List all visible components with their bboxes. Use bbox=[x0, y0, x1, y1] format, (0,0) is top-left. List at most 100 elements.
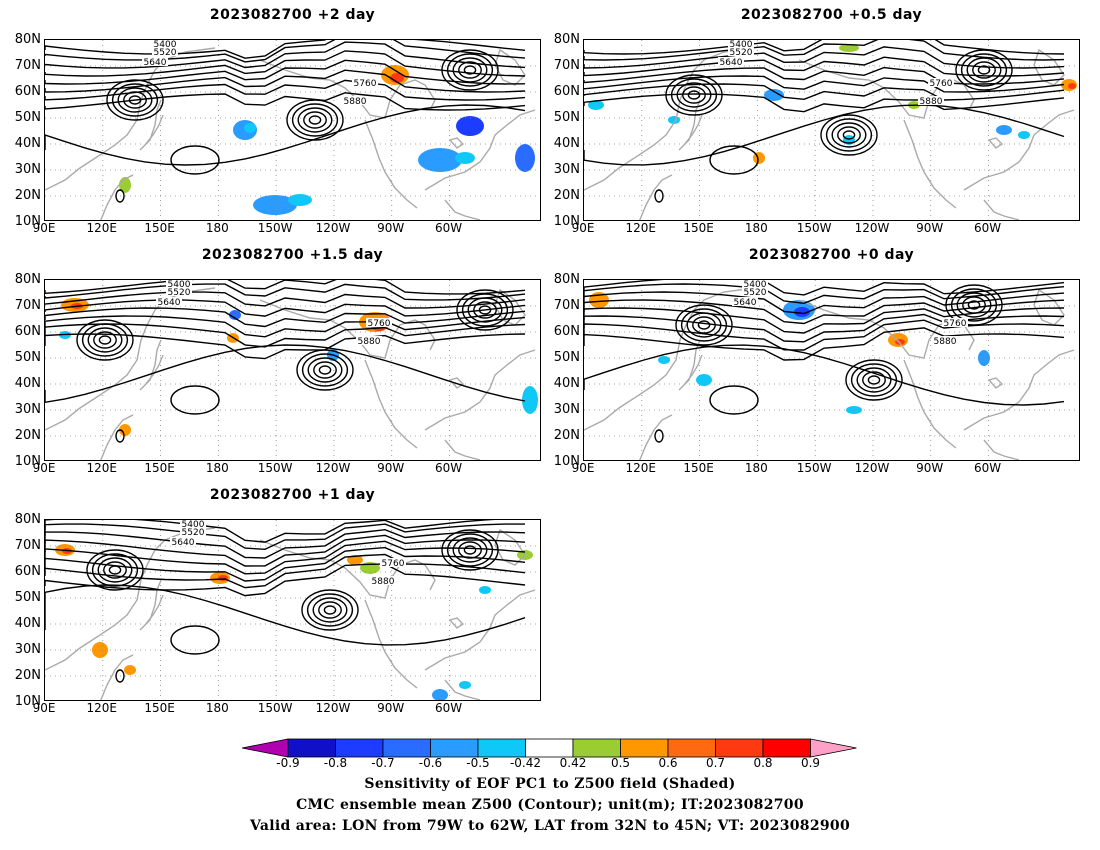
shaded-anomaly bbox=[1068, 83, 1076, 89]
map-frame: 5400 5520 5640 5760 5880 bbox=[583, 39, 1080, 221]
sensitivity-shading bbox=[119, 65, 535, 215]
svg-text:5520: 5520 bbox=[182, 528, 205, 538]
lat-tick-label: 40N bbox=[553, 376, 580, 391]
lon-tick-label: 120W bbox=[315, 221, 351, 235]
lon-tick-label: 120E bbox=[86, 701, 118, 715]
colorbar-segment bbox=[715, 738, 764, 758]
lon-tick-label: 150E bbox=[683, 221, 714, 235]
map-frame: 5400 5520 5640 5760 5880 bbox=[44, 39, 541, 221]
colorbar-tick-label: -0.5 bbox=[466, 756, 490, 770]
lon-tick-label: 150E bbox=[144, 461, 175, 475]
lat-tick-label: 80N bbox=[553, 272, 580, 287]
lon-tick-label: 180 bbox=[205, 221, 229, 235]
shaded-anomaly bbox=[288, 194, 312, 206]
colorbar-tick-label: 0.8 bbox=[753, 756, 773, 770]
colorbar-tick-label: -0.42 bbox=[509, 756, 542, 770]
svg-text:5760: 5760 bbox=[368, 319, 391, 329]
colorbar-segment bbox=[477, 738, 526, 758]
svg-text:5640: 5640 bbox=[144, 58, 167, 68]
map-frame: 5400 5520 5640 5760 5880 bbox=[44, 279, 541, 461]
lon-tick-label: 90E bbox=[571, 461, 595, 475]
z500-contours bbox=[45, 40, 526, 203]
shaded-anomaly bbox=[515, 144, 535, 172]
lon-tick-label: 150E bbox=[144, 221, 175, 235]
graticule bbox=[45, 280, 540, 460]
map-frame: 5400 5520 5640 5760 5880 bbox=[44, 519, 541, 701]
svg-text:5520: 5520 bbox=[744, 288, 767, 298]
lat-tick-label: 70N bbox=[553, 298, 580, 313]
svg-text:5520: 5520 bbox=[730, 48, 753, 58]
lat-tick-label: 30N bbox=[553, 162, 580, 177]
svg-text:5880: 5880 bbox=[358, 337, 381, 347]
lon-tick-label: 180 bbox=[744, 221, 768, 235]
lon-tick-label: 90W bbox=[377, 221, 405, 235]
shaded-anomaly bbox=[522, 386, 538, 414]
shaded-anomaly bbox=[1018, 131, 1030, 139]
panel-title: 2023082700 +2 day bbox=[209, 7, 376, 23]
lon-tick-label: 90E bbox=[32, 701, 56, 715]
colorbar-segment bbox=[762, 738, 811, 758]
shaded-anomaly bbox=[479, 586, 491, 594]
shaded-anomaly bbox=[119, 424, 131, 436]
graticule bbox=[45, 40, 540, 220]
svg-text:5880: 5880 bbox=[920, 97, 943, 107]
colorbar-tick-label: 0.9 bbox=[800, 756, 821, 770]
colorbar-tick-label: 0.7 bbox=[705, 756, 726, 770]
colorbar-right-arrow bbox=[810, 738, 857, 758]
map-frame: 5400 5520 5640 5760 5880 bbox=[583, 279, 1080, 461]
lat-tick-label: 20N bbox=[553, 188, 580, 203]
colorbar-segment bbox=[525, 738, 574, 758]
colorbar-tick-label: 0.42 bbox=[559, 756, 587, 770]
lat-tick-label: 40N bbox=[553, 136, 580, 151]
colorbar-segment bbox=[287, 738, 336, 758]
svg-text:5880: 5880 bbox=[344, 97, 367, 107]
shaded-anomaly bbox=[244, 123, 256, 133]
colorbar-tick-label: -0.9 bbox=[276, 756, 300, 770]
panel-title: 2023082700 +0 day bbox=[748, 247, 915, 263]
shaded-anomaly bbox=[794, 307, 810, 317]
lon-tick-label: 120E bbox=[86, 461, 118, 475]
lon-tick-label: 90E bbox=[32, 461, 56, 475]
lat-tick-label: 70N bbox=[553, 58, 580, 73]
colorbar-left-arrow bbox=[241, 738, 289, 758]
colorbar-segment bbox=[335, 738, 384, 758]
panel-title: 2023082700 +0.5 day bbox=[740, 7, 923, 23]
shaded-anomaly bbox=[588, 100, 604, 110]
lon-tick-label: 180 bbox=[205, 461, 229, 475]
lat-tick-label: 10N bbox=[553, 214, 580, 229]
lon-tick-label: 60W bbox=[973, 461, 1002, 475]
shaded-anomaly bbox=[658, 356, 670, 364]
colorbar-segment bbox=[667, 738, 716, 758]
lon-tick-label: 150W bbox=[257, 461, 293, 475]
svg-text:5760: 5760 bbox=[354, 79, 377, 89]
colorbar-segment bbox=[430, 738, 479, 758]
lat-tick-label: 70N bbox=[14, 538, 41, 553]
shaded-anomaly bbox=[696, 374, 712, 386]
svg-text:5760: 5760 bbox=[382, 559, 405, 569]
colorbar-tick-label: -0.6 bbox=[418, 756, 443, 770]
colorbar-tick-label: -0.8 bbox=[323, 756, 348, 770]
colorbar-segment bbox=[382, 738, 431, 758]
svg-text:5880: 5880 bbox=[934, 337, 957, 347]
lon-tick-label: 90E bbox=[571, 221, 595, 235]
svg-text:5880: 5880 bbox=[372, 577, 395, 587]
lat-tick-label: 50N bbox=[14, 350, 41, 365]
lon-tick-label: 150W bbox=[796, 461, 832, 475]
lon-tick-label: 150E bbox=[144, 701, 175, 715]
lat-tick-label: 60N bbox=[14, 84, 41, 99]
lon-tick-label: 90E bbox=[32, 221, 56, 235]
lon-tick-label: 180 bbox=[744, 461, 768, 475]
shaded-anomaly bbox=[253, 195, 297, 215]
svg-text:5640: 5640 bbox=[720, 58, 743, 68]
lon-tick-label: 90W bbox=[916, 221, 944, 235]
lat-tick-label: 50N bbox=[14, 110, 41, 125]
panel-title: 2023082700 +1 day bbox=[209, 487, 376, 503]
svg-text:5760: 5760 bbox=[930, 79, 953, 89]
lon-tick-label: 60W bbox=[434, 221, 463, 235]
svg-text:5760: 5760 bbox=[944, 319, 967, 329]
svg-text:5520: 5520 bbox=[154, 48, 177, 58]
z500-contours bbox=[45, 520, 526, 683]
